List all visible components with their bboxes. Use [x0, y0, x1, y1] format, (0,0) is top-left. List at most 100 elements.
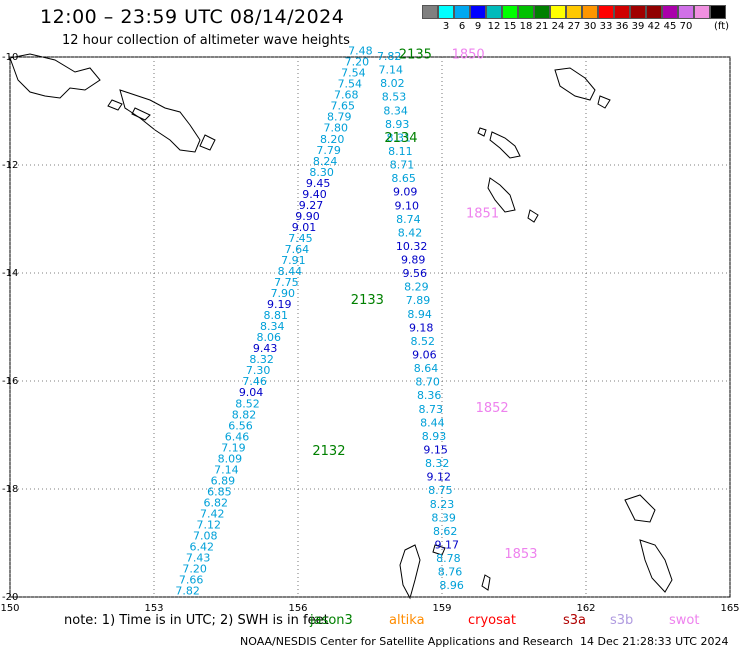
wave-height-label: 8.02	[380, 77, 405, 90]
legend-label: 42	[647, 21, 661, 32]
wave-height-label: 9.18	[409, 321, 434, 334]
wave-height-label: 9.90	[295, 210, 320, 223]
wave-height-label: 8.65	[391, 172, 416, 185]
wave-height-label: 7.08	[193, 529, 218, 542]
wave-height-label: 8.32	[425, 457, 450, 470]
pass-number-label: 1850	[452, 47, 485, 62]
wave-height-label: 7.12	[197, 518, 222, 531]
lon-tick-label: 153	[144, 603, 163, 614]
island-outline	[107, 99, 123, 111]
legend-label: 27	[567, 21, 581, 32]
wave-height-label: 8.94	[407, 308, 432, 321]
wave-height-label: 6.56	[228, 419, 253, 432]
legend-label: 30	[583, 21, 597, 32]
wave-height-label: 7.46	[242, 375, 267, 388]
wave-height-label: 8.79	[327, 111, 352, 124]
lat-tick-label: -14	[2, 268, 18, 279]
wave-height-label: 8.93	[385, 118, 410, 131]
wave-height-label: 8.71	[390, 159, 415, 172]
satellite-label: cryosat	[468, 613, 516, 628]
island-outline	[489, 131, 521, 159]
wave-height-label: 8.78	[436, 552, 461, 565]
wave-height-label: 6.85	[207, 485, 232, 498]
legend-swatch	[534, 5, 550, 19]
wave-height-label: 7.14	[214, 463, 239, 476]
wave-height-label: 9.15	[423, 444, 448, 457]
pass-number-label: 2133	[351, 293, 384, 308]
wave-height-label: 8.36	[417, 389, 442, 402]
units-note: note: 1) Time is in UTC; 2) SWH is in fe…	[64, 613, 329, 628]
legend-swatch	[566, 5, 582, 19]
wave-height-label: 8.74	[396, 213, 421, 226]
lat-lon-grid	[9, 56, 731, 598]
wave-height-label: 8.29	[404, 281, 429, 294]
wave-height-label: 8.44	[278, 265, 303, 278]
island-outline	[624, 494, 656, 523]
legend-label: 24	[551, 21, 565, 32]
lon-tick-label: 156	[288, 603, 307, 614]
wave-height-label: 9.56	[403, 267, 428, 280]
wave-height-label: 8.31	[387, 131, 412, 144]
island-outline	[432, 544, 446, 556]
wave-height-label: 8.24	[313, 155, 338, 168]
legend-label: 36	[615, 21, 629, 32]
lon-tick-label: 159	[432, 603, 451, 614]
satellite-label: s3b	[610, 613, 634, 628]
lat-tick-label: -16	[2, 376, 18, 387]
wave-height-label: 8.52	[235, 397, 260, 410]
legend-swatch	[662, 5, 678, 19]
wave-height-label: 7.75	[274, 276, 299, 289]
wave-height-label: 8.30	[309, 166, 334, 179]
wave-height-label: 7.64	[285, 243, 310, 256]
wave-height-label: 9.10	[395, 199, 420, 212]
wave-height-label: 7.82	[377, 50, 402, 63]
wave-height-label: 6.89	[211, 474, 236, 487]
legend-swatch	[694, 5, 710, 19]
wave-height-label: 8.06	[256, 331, 281, 344]
legend-label: 9	[474, 21, 482, 32]
legend-label: 70	[679, 21, 693, 32]
wave-height-label: 7.20	[345, 56, 370, 69]
page-subtitle: 12 hour collection of altimeter wave hei…	[62, 33, 350, 48]
wave-height-label: 7.42	[200, 507, 225, 520]
wave-height-label: 7.43	[186, 552, 211, 565]
credit-line: NOAA/NESDIS Center for Satellite Applica…	[240, 635, 574, 648]
wave-height-label: 8.96	[439, 579, 464, 592]
wave-height-label: 7.20	[182, 563, 207, 576]
wave-height-label: 8.42	[398, 226, 423, 239]
satellite-label: s3a	[563, 613, 587, 628]
wave-height-label: 7.54	[341, 67, 366, 80]
map-frame	[9, 56, 731, 598]
legend-label: 39	[631, 21, 645, 32]
wave-height-label: 9.09	[393, 186, 418, 199]
wave-height-label: 7.68	[334, 89, 359, 102]
wave-height-label: 8.62	[433, 525, 458, 538]
credit-date: 14 Dec 21:28:33 UTC 2024	[580, 635, 729, 648]
wave-height-label: 6.42	[189, 541, 214, 554]
wave-height-label: 9.43	[253, 342, 278, 355]
lat-tick-label: -18	[2, 484, 18, 495]
legend-swatch	[550, 5, 566, 19]
legend-label: 33	[599, 21, 613, 32]
legend-label: 45	[663, 21, 677, 32]
legend-swatch	[422, 5, 438, 19]
wave-height-label: 8.93	[422, 430, 447, 443]
lon-tick-label: 150	[0, 603, 19, 614]
legend-swatch	[646, 5, 662, 19]
legend-label: 6	[458, 21, 466, 32]
satellite-label: swot	[669, 613, 700, 628]
wave-height-label: 8.53	[382, 91, 407, 104]
wave-height-label: 6.46	[225, 430, 250, 443]
satellite-label: altika	[389, 613, 425, 628]
island-outline	[481, 574, 491, 591]
page-title: 12:00 – 23:59 UTC 08/14/2024	[40, 6, 345, 28]
legend-labels: 3 6 9 12 15 18 21 24 27 30 33 36 39 42 45 70	[422, 21, 726, 32]
legend-swatch	[614, 5, 630, 19]
legend-label: 18	[519, 21, 533, 32]
wave-height-label: 9.40	[302, 188, 327, 201]
wave-height-label: 9.89	[401, 254, 426, 267]
pass-number-label: 1851	[466, 207, 499, 222]
wave-height-label: 7.66	[179, 574, 204, 587]
wave-height-label: 8.11	[388, 145, 413, 158]
